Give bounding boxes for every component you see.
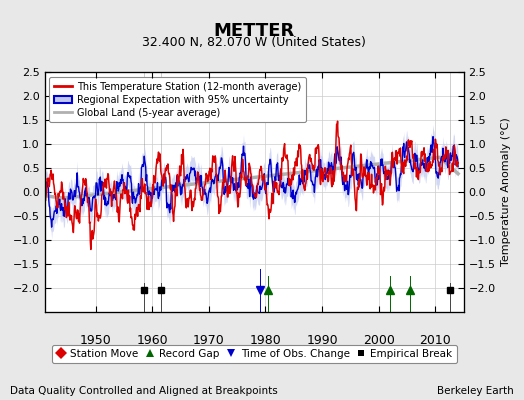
Legend: Station Move, Record Gap, Time of Obs. Change, Empirical Break: Station Move, Record Gap, Time of Obs. C… (51, 345, 457, 363)
Text: 1960: 1960 (136, 334, 168, 347)
Text: 32.400 N, 82.070 W (United States): 32.400 N, 82.070 W (United States) (142, 36, 366, 49)
Text: 1980: 1980 (249, 334, 281, 347)
Text: 2010: 2010 (420, 334, 451, 347)
Text: 1950: 1950 (80, 334, 112, 347)
Text: Berkeley Earth: Berkeley Earth (437, 386, 514, 396)
Text: METTER: METTER (213, 22, 295, 40)
Legend: This Temperature Station (12-month average), Regional Expectation with 95% uncer: This Temperature Station (12-month avera… (49, 77, 305, 122)
Text: 2000: 2000 (363, 334, 395, 347)
Y-axis label: Temperature Anomaly (°C): Temperature Anomaly (°C) (501, 118, 511, 266)
Text: Data Quality Controlled and Aligned at Breakpoints: Data Quality Controlled and Aligned at B… (10, 386, 278, 396)
Text: 1970: 1970 (193, 334, 225, 347)
Text: 1990: 1990 (307, 334, 338, 347)
